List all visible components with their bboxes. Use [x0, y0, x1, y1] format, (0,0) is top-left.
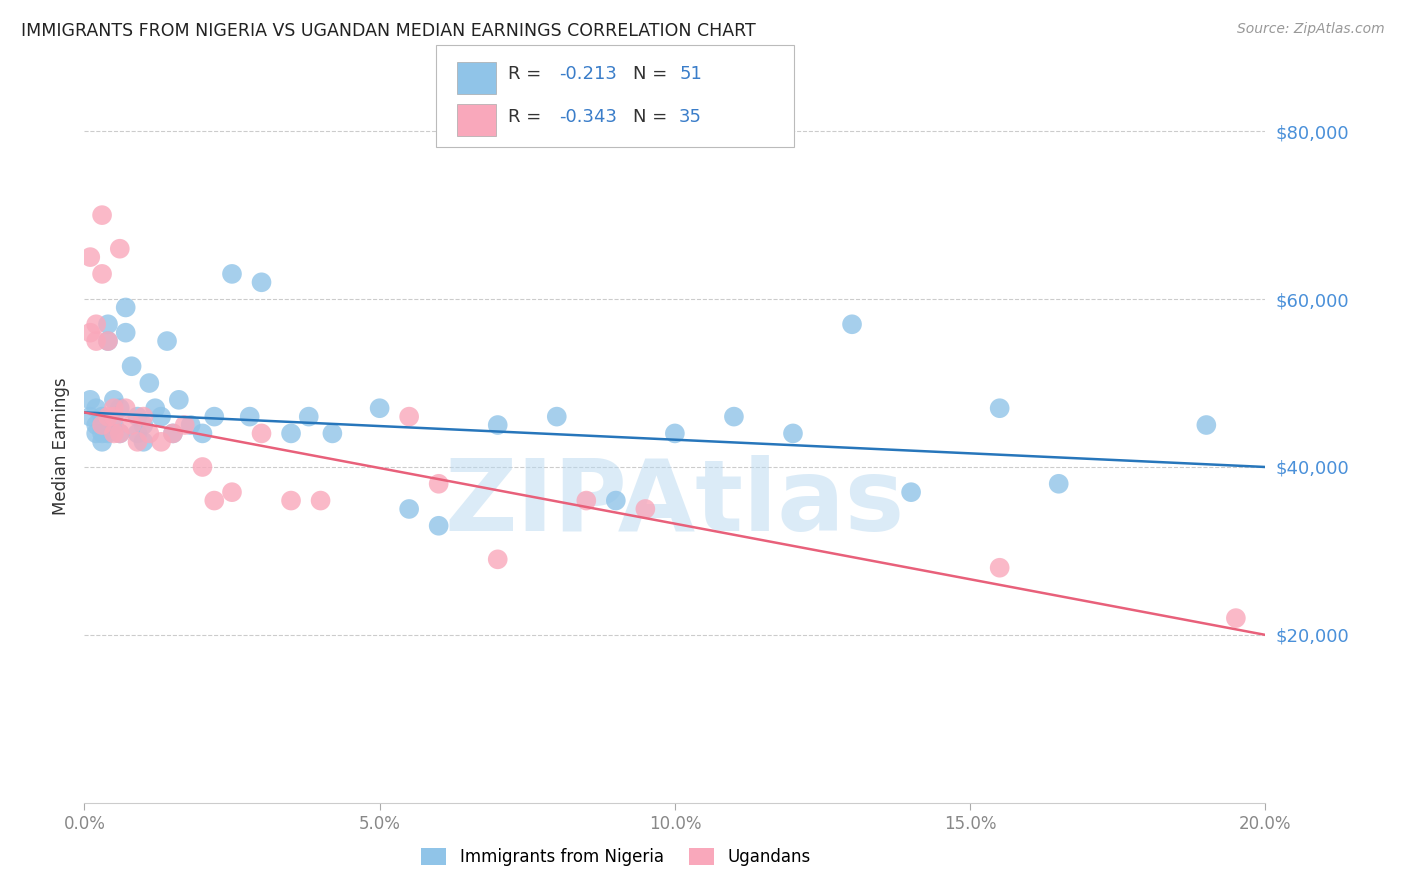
- Point: [605, 493, 627, 508]
- Point: [398, 502, 420, 516]
- Point: [138, 376, 160, 390]
- Point: [132, 417, 155, 432]
- Point: [250, 426, 273, 441]
- Point: [114, 326, 136, 340]
- Point: [988, 560, 1011, 574]
- Point: [167, 392, 190, 407]
- Point: [84, 318, 107, 332]
- Point: [143, 401, 166, 416]
- Point: [79, 326, 101, 340]
- Point: [486, 552, 509, 566]
- Point: [108, 426, 131, 441]
- Point: [180, 417, 202, 432]
- Text: ZIPAtlas: ZIPAtlas: [444, 455, 905, 551]
- Point: [97, 318, 120, 332]
- Point: [127, 409, 149, 424]
- Point: [103, 401, 125, 416]
- Point: [1047, 476, 1070, 491]
- Point: [84, 334, 107, 348]
- Point: [114, 401, 136, 416]
- Point: [486, 417, 509, 432]
- Point: [121, 359, 143, 374]
- Point: [427, 518, 450, 533]
- Point: [127, 426, 149, 441]
- Point: [156, 334, 179, 348]
- Point: [280, 493, 302, 508]
- Point: [103, 417, 125, 432]
- Point: [162, 426, 184, 441]
- Point: [91, 409, 114, 424]
- Legend: Immigrants from Nigeria, Ugandans: Immigrants from Nigeria, Ugandans: [422, 847, 810, 866]
- Point: [108, 401, 131, 416]
- Point: [723, 409, 745, 424]
- Point: [368, 401, 391, 416]
- Point: [79, 392, 101, 407]
- Point: [162, 426, 184, 441]
- Point: [132, 409, 155, 424]
- Point: [108, 242, 131, 256]
- Text: -0.343: -0.343: [560, 108, 617, 126]
- Point: [575, 493, 598, 508]
- Point: [782, 426, 804, 441]
- Point: [221, 267, 243, 281]
- Point: [321, 426, 343, 441]
- Point: [103, 426, 125, 441]
- Point: [121, 417, 143, 432]
- Point: [150, 409, 173, 424]
- Point: [221, 485, 243, 500]
- Point: [202, 493, 225, 508]
- Text: -0.213: -0.213: [560, 65, 617, 83]
- Point: [127, 434, 149, 449]
- Point: [298, 409, 321, 424]
- Point: [150, 434, 173, 449]
- Point: [841, 318, 863, 332]
- Point: [103, 392, 125, 407]
- Text: N =: N =: [633, 108, 672, 126]
- Point: [202, 409, 225, 424]
- Point: [173, 417, 195, 432]
- Text: 51: 51: [679, 65, 702, 83]
- Point: [280, 426, 302, 441]
- Point: [900, 485, 922, 500]
- Point: [97, 409, 120, 424]
- Point: [250, 275, 273, 289]
- Text: R =: R =: [508, 65, 547, 83]
- Point: [1195, 417, 1218, 432]
- Point: [398, 409, 420, 424]
- Point: [79, 409, 101, 424]
- Point: [634, 502, 657, 516]
- Point: [91, 267, 114, 281]
- Point: [427, 476, 450, 491]
- Point: [664, 426, 686, 441]
- Point: [138, 426, 160, 441]
- Point: [97, 334, 120, 348]
- Text: 35: 35: [679, 108, 702, 126]
- Point: [191, 460, 214, 475]
- Y-axis label: Median Earnings: Median Earnings: [52, 377, 70, 515]
- Text: N =: N =: [633, 65, 672, 83]
- Text: IMMIGRANTS FROM NIGERIA VS UGANDAN MEDIAN EARNINGS CORRELATION CHART: IMMIGRANTS FROM NIGERIA VS UGANDAN MEDIA…: [21, 22, 756, 40]
- Point: [108, 426, 131, 441]
- Point: [546, 409, 568, 424]
- Point: [132, 434, 155, 449]
- Point: [309, 493, 332, 508]
- Point: [191, 426, 214, 441]
- Point: [91, 426, 114, 441]
- Point: [79, 250, 101, 264]
- Point: [84, 417, 107, 432]
- Point: [114, 301, 136, 315]
- Point: [84, 426, 107, 441]
- Text: Source: ZipAtlas.com: Source: ZipAtlas.com: [1237, 22, 1385, 37]
- Point: [91, 208, 114, 222]
- Text: R =: R =: [508, 108, 547, 126]
- Point: [988, 401, 1011, 416]
- Point: [239, 409, 262, 424]
- Point: [97, 426, 120, 441]
- Point: [1225, 611, 1247, 625]
- Point: [91, 434, 114, 449]
- Point: [84, 401, 107, 416]
- Point: [103, 409, 125, 424]
- Point: [97, 334, 120, 348]
- Point: [91, 417, 114, 432]
